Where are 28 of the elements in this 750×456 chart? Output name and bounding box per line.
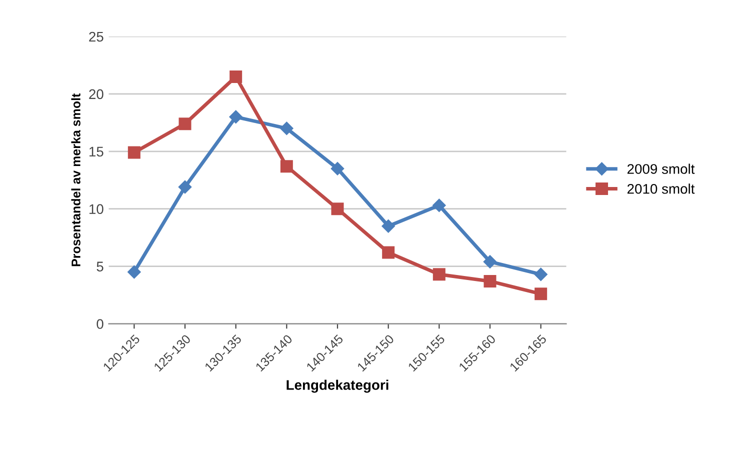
x-axis-title: Lengdekategori (286, 380, 388, 393)
y-tick-label: 25 (89, 32, 104, 42)
y-tick-label: 15 (90, 146, 104, 157)
y-tick-label: 0 (96, 319, 104, 329)
point (432, 268, 446, 281)
point (330, 162, 344, 176)
point (229, 110, 242, 124)
point (432, 198, 446, 212)
point (534, 288, 548, 300)
legend-label: 2009 smolt (627, 164, 695, 174)
y-tick-label: 10 (90, 204, 104, 214)
y-tick-label: 5 (96, 262, 104, 272)
point (230, 70, 242, 83)
y-axis-title: Prosentandel av merka smolt (71, 93, 80, 266)
point (128, 265, 141, 279)
point (331, 202, 344, 216)
point (178, 180, 192, 194)
point (484, 274, 496, 288)
point (280, 122, 294, 135)
point (128, 146, 140, 159)
point (382, 246, 395, 259)
y-tick-label: 20 (89, 89, 104, 100)
point (280, 160, 293, 173)
point (534, 268, 548, 281)
point (382, 219, 395, 233)
legend-label: 2010 smolt (627, 184, 695, 194)
point (178, 118, 192, 130)
point (483, 255, 497, 268)
